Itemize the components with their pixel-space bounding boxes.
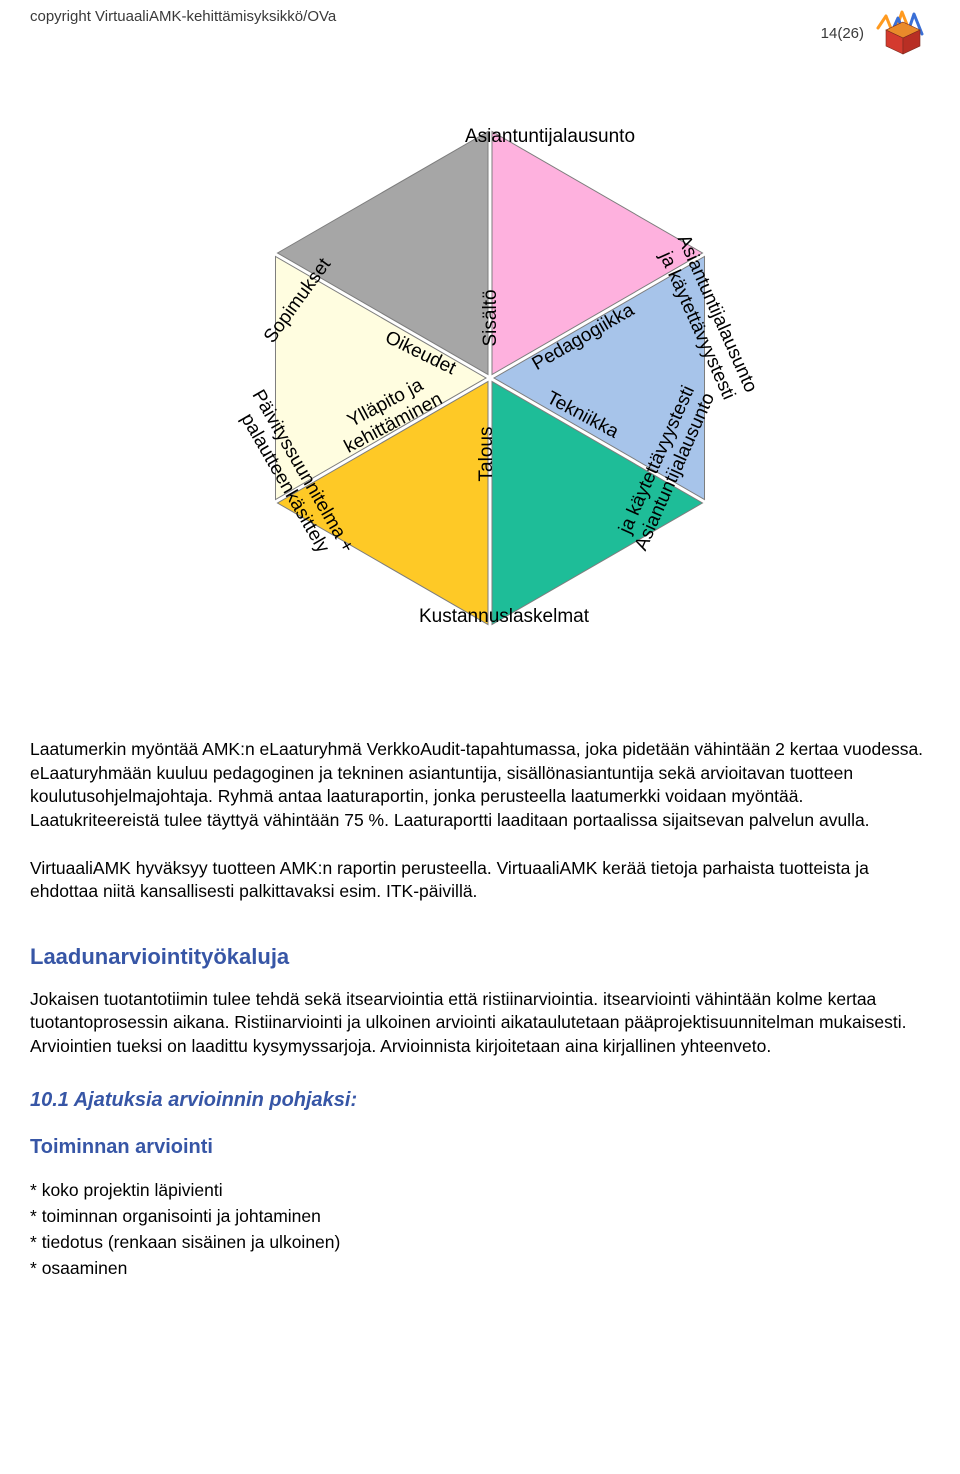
- subsection-heading: 10.1 Ajatuksia arvioinnin pohjaksi:: [30, 1089, 930, 1112]
- evaluation-heading: Toiminnan arviointi: [30, 1136, 930, 1159]
- svg-text:Sisältö: Sisältö: [480, 289, 501, 346]
- bullet-item: osaaminen: [30, 1255, 930, 1281]
- svg-text:Asiantuntijalausunto: Asiantuntijalausunto: [465, 126, 635, 147]
- paragraph-3: Jokaisen tuotantotiimin tulee tehdä sekä…: [30, 988, 930, 1059]
- svg-text:Kustannuslaskelmat: Kustannuslaskelmat: [419, 606, 590, 627]
- cube-logo-icon: [876, 8, 930, 58]
- bullet-item: tiedotus (renkaan sisäinen ja ulkoinen): [30, 1229, 930, 1255]
- paragraph-2: VirtuaaliAMK hyväksyy tuotteen AMK:n rap…: [30, 857, 930, 904]
- page-number: 14(26): [821, 25, 864, 42]
- bullet-item: koko projektin läpivienti: [30, 1177, 930, 1203]
- bullet-list: koko projektin läpivienti toiminnan orga…: [30, 1177, 930, 1282]
- bullet-item: toiminnan organisointi ja johtaminen: [30, 1203, 930, 1229]
- svg-text:Talous: Talous: [476, 427, 497, 482]
- paragraph-1: Laatumerkin myöntää AMK:n eLaaturyhmä Ve…: [30, 738, 930, 833]
- page-header: copyright VirtuaaliAMK-kehittämisyksikkö…: [30, 8, 930, 58]
- copyright-text: copyright VirtuaaliAMK-kehittämisyksikkö…: [30, 8, 336, 25]
- section-heading: Laadunarviointityökaluja: [30, 944, 930, 970]
- hexagon-diagram: AsiantuntijalausuntoAsiantuntijalausunto…: [30, 58, 930, 698]
